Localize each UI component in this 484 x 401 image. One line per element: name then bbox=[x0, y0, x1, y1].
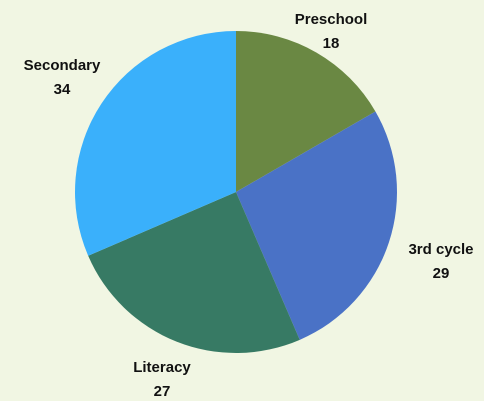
slice-value-preschool: 18 bbox=[323, 35, 340, 52]
pie-slice-literacy bbox=[88, 192, 300, 353]
pie-slice-secondary bbox=[74, 31, 236, 256]
slice-label-preschool: Preschool bbox=[295, 11, 368, 28]
slice-label-secondary: Secondary bbox=[24, 57, 101, 74]
pie-slice-3rd-cycle bbox=[236, 111, 397, 340]
pie-slice-preschool bbox=[236, 31, 376, 192]
slice-value-3rd-cycle: 29 bbox=[433, 265, 450, 282]
slice-label-3rd-cycle: 3rd cycle bbox=[408, 241, 473, 258]
slice-label-literacy: Literacy bbox=[133, 359, 191, 376]
slice-value-secondary: 34 bbox=[54, 81, 71, 98]
slice-value-literacy: 27 bbox=[154, 383, 171, 400]
